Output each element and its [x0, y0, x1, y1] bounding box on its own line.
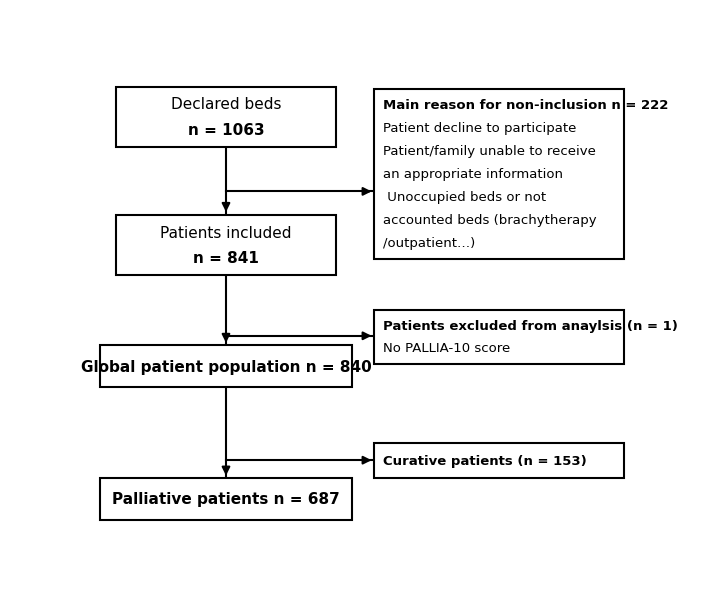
Text: accounted beds (brachytherapy: accounted beds (brachytherapy [383, 214, 596, 227]
Text: Patients excluded from anaylsis (n = 1): Patients excluded from anaylsis (n = 1) [383, 320, 678, 333]
FancyBboxPatch shape [116, 87, 336, 147]
Text: n = 1063: n = 1063 [188, 123, 264, 138]
FancyBboxPatch shape [99, 345, 352, 387]
Text: Unoccupied beds or not: Unoccupied beds or not [383, 191, 546, 204]
Text: Global patient population n = 840: Global patient population n = 840 [81, 359, 372, 374]
Text: Patient decline to participate: Patient decline to participate [383, 122, 576, 136]
Text: Declared beds: Declared beds [171, 97, 281, 113]
Text: No PALLIA-10 score: No PALLIA-10 score [383, 342, 510, 356]
Text: Palliative patients n = 687: Palliative patients n = 687 [112, 492, 340, 507]
Text: Patients included: Patients included [160, 226, 291, 241]
Text: Curative patients (n = 153): Curative patients (n = 153) [383, 455, 586, 468]
FancyBboxPatch shape [374, 310, 625, 364]
Text: n = 841: n = 841 [193, 251, 259, 266]
FancyBboxPatch shape [99, 478, 352, 520]
FancyBboxPatch shape [374, 443, 625, 478]
Text: Patient/family unable to receive: Patient/family unable to receive [383, 145, 596, 159]
Text: /outpatient…): /outpatient…) [383, 237, 475, 250]
Text: Main reason for non-inclusion n = 222: Main reason for non-inclusion n = 222 [383, 99, 668, 113]
FancyBboxPatch shape [116, 215, 336, 275]
FancyBboxPatch shape [374, 89, 625, 259]
Text: an appropriate information: an appropriate information [383, 168, 563, 182]
